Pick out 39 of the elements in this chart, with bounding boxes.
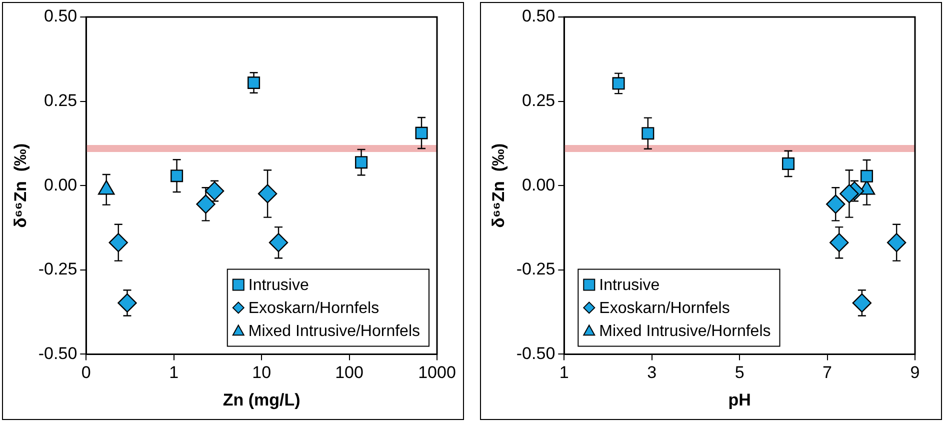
point [886,232,906,252]
point [860,170,874,182]
y-tick-label: -0.25 [516,260,556,279]
y-tick-label: 0.50 [522,6,556,26]
x-tick-label: 9 [910,363,920,382]
y-tick-label: -0.25 [38,260,78,279]
x-tick-label: 1 [169,363,179,382]
legend-label: Exoskarn/Hornfels [248,300,380,318]
legend-label: Intrusive [599,277,660,294]
legend-label: Intrusive [248,277,309,294]
x-tick-label: 1000 [418,363,456,382]
x-tick-label: 5 [734,363,744,382]
y-tick-label: 0.25 [522,90,556,110]
x-tick-label: 10 [252,363,272,382]
point [782,157,795,170]
x-tick-label: 0 [81,363,91,382]
point [830,232,849,252]
x-tick-label: 7 [822,363,832,382]
x-axis-title: Zn (mg/L) [222,390,300,410]
x-axis-title: pH [728,390,751,410]
point [826,194,846,214]
x-tick-label: 100 [335,363,364,382]
y-tick-label: 0.00 [44,175,78,194]
legend-label: Mixed Intrusive/Hornfels [248,323,420,340]
y-axis-title: δ⁶⁶Zn (‰) [10,143,30,228]
point [612,77,625,90]
y-tick-label: -0.50 [38,344,78,363]
y-tick-label: 0.25 [44,90,78,110]
legend-label: Exoskarn/Hornfels [599,300,730,318]
x-tick-label: 1 [559,363,569,382]
y-axis-title: δ⁶⁶Zn (‰) [488,143,508,228]
point [852,293,872,313]
y-tick-label: -0.50 [516,344,556,363]
point [642,127,654,140]
y-tick-label: 0.50 [44,6,78,26]
point [840,184,859,204]
legend-label: Mixed Intrusive/Hornfels [599,323,771,340]
y-tick-label: 0.00 [522,175,556,194]
x-tick-label: 3 [647,363,657,382]
